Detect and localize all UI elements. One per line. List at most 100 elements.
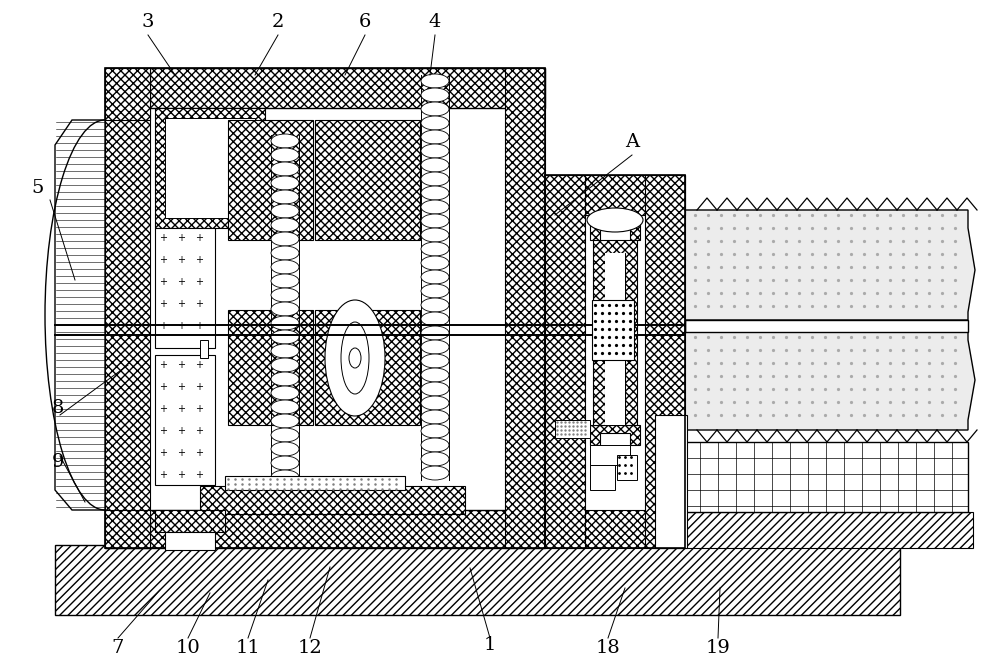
Text: +: +	[195, 233, 203, 243]
Ellipse shape	[271, 358, 299, 372]
Bar	[590, 465, 615, 490]
Ellipse shape	[421, 410, 449, 424]
Ellipse shape	[421, 382, 449, 396]
Text: +: +	[177, 321, 185, 331]
Bar	[655, 415, 687, 548]
Ellipse shape	[421, 144, 449, 158]
Bar	[228, 120, 313, 240]
Bar	[590, 445, 630, 465]
Ellipse shape	[271, 316, 299, 330]
Polygon shape	[545, 175, 585, 548]
Text: +: +	[195, 448, 203, 458]
Text: +: +	[177, 360, 185, 370]
Bar	[225, 476, 405, 490]
Ellipse shape	[349, 348, 361, 368]
Ellipse shape	[587, 208, 643, 232]
Polygon shape	[685, 512, 973, 548]
Ellipse shape	[421, 214, 449, 228]
Text: +: +	[177, 233, 185, 243]
Ellipse shape	[421, 200, 449, 214]
Text: 3: 3	[142, 13, 154, 31]
Bar	[315, 310, 420, 425]
Text: 10: 10	[176, 639, 200, 657]
Ellipse shape	[271, 260, 299, 274]
Bar	[617, 455, 637, 480]
Ellipse shape	[421, 242, 449, 256]
Polygon shape	[590, 425, 640, 445]
Bar	[605, 253, 625, 425]
Polygon shape	[590, 220, 640, 240]
Text: +: +	[159, 299, 167, 309]
Bar	[155, 108, 265, 228]
Polygon shape	[105, 510, 545, 548]
Ellipse shape	[271, 372, 299, 386]
Ellipse shape	[421, 424, 449, 438]
Polygon shape	[593, 240, 637, 425]
Text: +: +	[159, 448, 167, 458]
Bar	[685, 320, 968, 332]
Polygon shape	[105, 68, 150, 548]
Ellipse shape	[421, 172, 449, 186]
Ellipse shape	[271, 190, 299, 204]
Text: +: +	[159, 233, 167, 243]
Ellipse shape	[271, 428, 299, 442]
Ellipse shape	[421, 326, 449, 340]
Ellipse shape	[421, 368, 449, 382]
Ellipse shape	[421, 270, 449, 284]
Text: +: +	[177, 470, 185, 480]
Ellipse shape	[421, 298, 449, 312]
Text: +: +	[177, 255, 185, 265]
Text: 12: 12	[298, 639, 322, 657]
Text: 5: 5	[32, 179, 44, 197]
Ellipse shape	[271, 414, 299, 428]
Bar	[345, 335, 353, 385]
Ellipse shape	[271, 330, 299, 344]
Ellipse shape	[341, 322, 369, 394]
Text: 1: 1	[484, 636, 496, 654]
Polygon shape	[105, 68, 545, 108]
Polygon shape	[55, 545, 900, 615]
Text: +: +	[195, 255, 203, 265]
Text: +: +	[177, 299, 185, 309]
Text: +: +	[159, 277, 167, 287]
Text: 6: 6	[359, 13, 371, 31]
Bar	[165, 532, 215, 550]
Ellipse shape	[421, 340, 449, 354]
Text: +: +	[195, 470, 203, 480]
Text: 9: 9	[52, 453, 64, 471]
Ellipse shape	[325, 300, 385, 416]
Text: +: +	[195, 299, 203, 309]
Text: +: +	[195, 382, 203, 392]
Ellipse shape	[421, 88, 449, 102]
Polygon shape	[545, 175, 685, 215]
Ellipse shape	[271, 148, 299, 162]
Bar	[200, 486, 465, 514]
Ellipse shape	[421, 354, 449, 368]
Ellipse shape	[421, 130, 449, 144]
Text: +: +	[195, 426, 203, 436]
Text: +: +	[177, 448, 185, 458]
Bar	[355, 335, 363, 385]
Polygon shape	[505, 68, 545, 548]
Text: +: +	[159, 255, 167, 265]
Bar	[592, 300, 634, 360]
Bar	[555, 420, 590, 438]
Text: +: +	[159, 470, 167, 480]
Bar	[545, 175, 685, 548]
Text: 2: 2	[272, 13, 284, 31]
Ellipse shape	[333, 310, 377, 406]
Ellipse shape	[271, 456, 299, 470]
Text: +: +	[159, 382, 167, 392]
Bar	[105, 510, 150, 548]
Bar	[155, 510, 225, 532]
Ellipse shape	[421, 466, 449, 480]
Bar	[150, 108, 505, 510]
Ellipse shape	[421, 74, 449, 88]
Text: A: A	[625, 133, 639, 151]
Text: +: +	[177, 426, 185, 436]
Text: +: +	[177, 277, 185, 287]
Text: +: +	[195, 277, 203, 287]
Text: 7: 7	[112, 639, 124, 657]
Ellipse shape	[271, 218, 299, 232]
Text: 18: 18	[596, 639, 620, 657]
